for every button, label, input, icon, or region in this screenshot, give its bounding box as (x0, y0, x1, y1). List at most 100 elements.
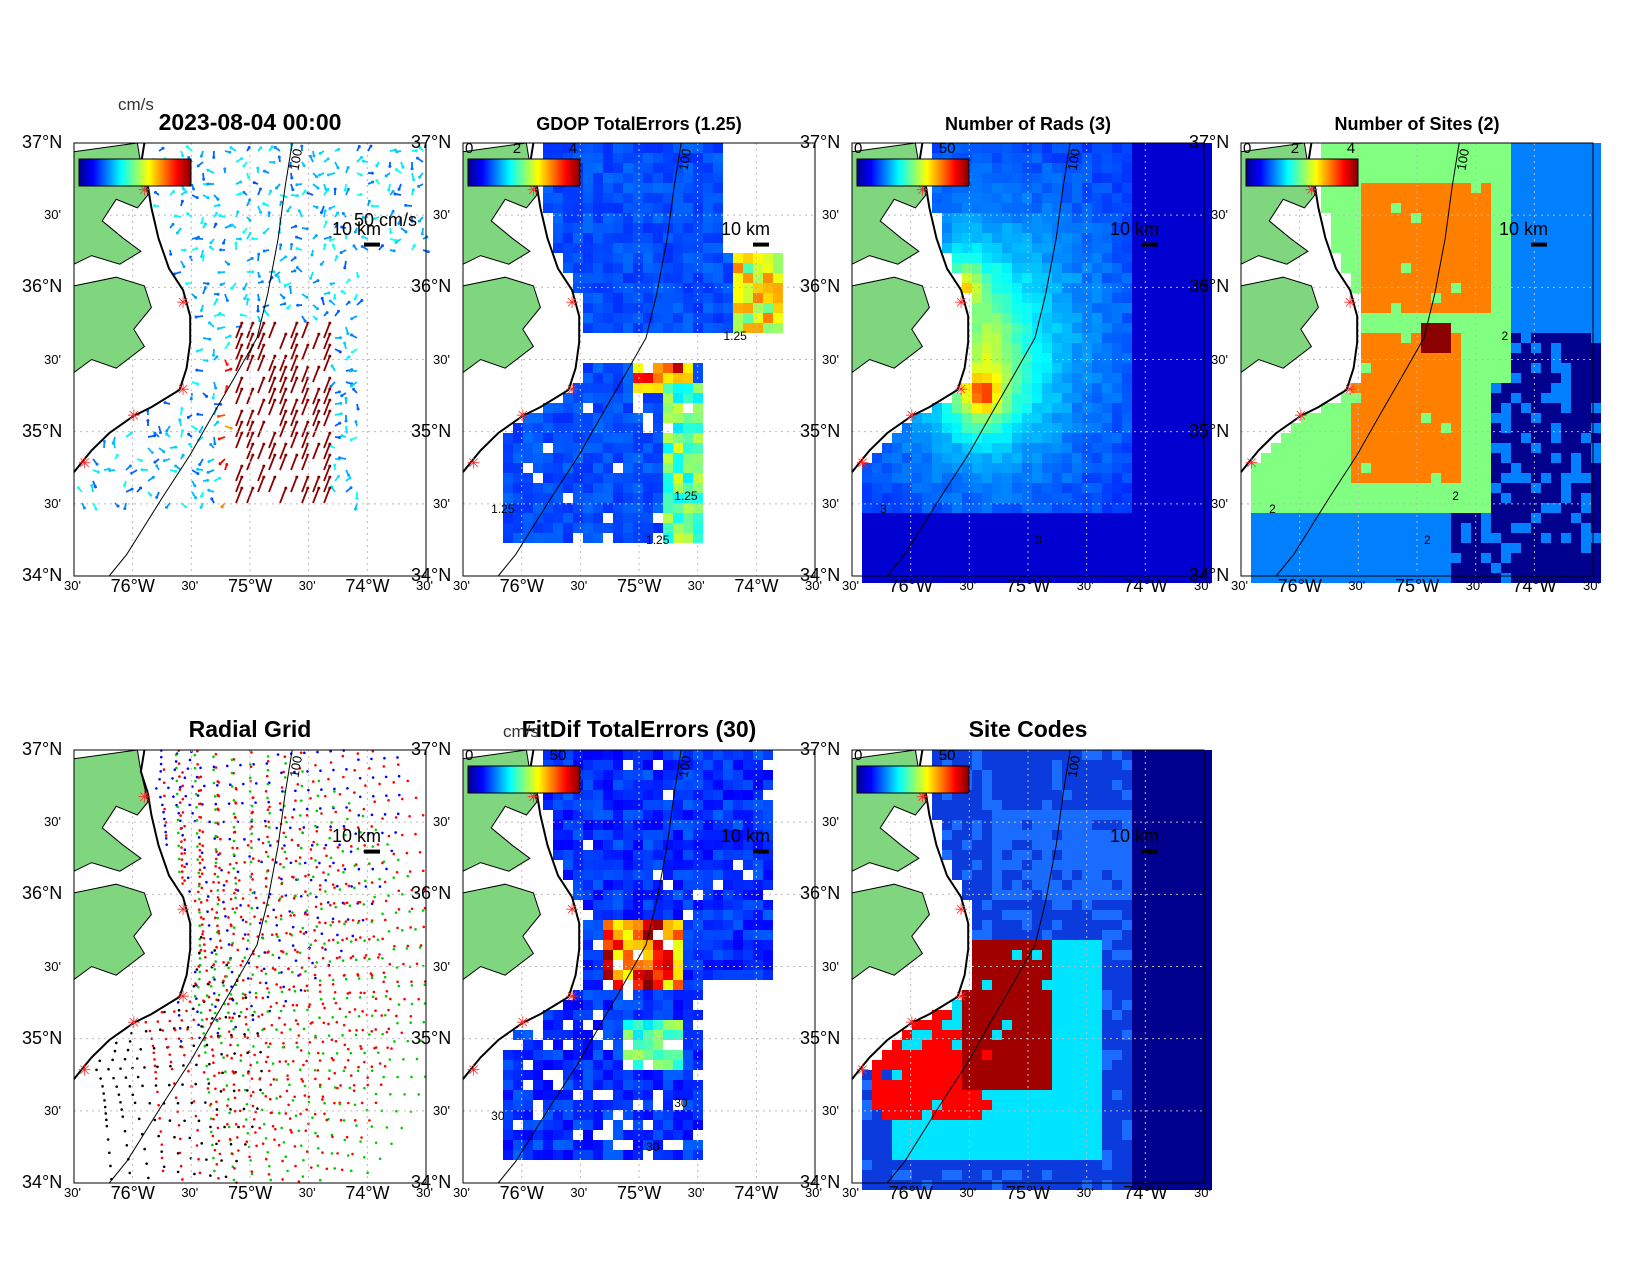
lon-tick: 30' (1194, 578, 1211, 593)
svg-text:✳: ✳ (1343, 293, 1356, 312)
lat-tick: 35°N (22, 1027, 63, 1048)
lon-tick: 75°W (228, 576, 273, 596)
svg-text:✳: ✳ (1294, 406, 1307, 425)
scale-bar-label: 10 km (721, 218, 771, 239)
colorbar-tick: 0 (465, 140, 474, 157)
panel-p3: ✳✳✳✳✳ (851, 142, 1212, 583)
lon-tick: 76°W (499, 576, 544, 596)
lon-tick: 76°W (499, 1183, 544, 1203)
lat-tick: 34°N (22, 1172, 63, 1192)
lat-tick: 30' (433, 207, 450, 223)
contour-label: 30 (491, 1109, 505, 1124)
lat-tick: 30' (822, 1102, 839, 1118)
contour-label: 3 (880, 502, 887, 517)
lon-tick: 76°W (1277, 576, 1322, 596)
colorbar-tick: 2 (1290, 140, 1300, 157)
panel-p4: ✳✳✳✳✳ (1240, 142, 1601, 583)
lon-tick: 30' (64, 578, 81, 593)
lat-tick: 36°N (1189, 276, 1230, 297)
colorbar-tick: 0 (1243, 140, 1252, 157)
lat-tick: 30' (822, 351, 839, 367)
contour-label: 1.25 (674, 489, 698, 504)
lon-tick: 30' (181, 1185, 199, 1200)
panel-title-p1: 2023-08-04 00:00 (158, 109, 342, 135)
scale-bar-label: 10 km (721, 825, 771, 846)
lat-tick: 30' (44, 351, 61, 367)
lon-tick: 30' (298, 1185, 316, 1200)
lon-tick: 30' (1076, 578, 1094, 593)
lon-tick: 30' (453, 578, 470, 593)
panel-p7: ✳✳✳✳✳ (851, 749, 1212, 1190)
lon-tick: 30' (416, 578, 433, 593)
scale-bar-label: 10 km (1110, 218, 1160, 239)
lat-tick: 30' (822, 958, 839, 974)
scale-bar (1142, 849, 1158, 854)
contour-label: 1.25 (646, 532, 670, 547)
lon-tick: 30' (64, 1185, 81, 1200)
lon-tick: 30' (570, 1185, 588, 1200)
lat-tick: 37°N (411, 739, 452, 759)
panel-p5: ✳✳✳✳✳ (73, 749, 427, 1184)
lon-tick: 30' (1231, 578, 1248, 593)
contour-label: 30 (674, 1096, 688, 1111)
svg-text:✳: ✳ (516, 406, 529, 425)
lat-tick: 35°N (411, 420, 452, 441)
contour-label: 2 (1424, 532, 1431, 547)
panel-p2: ✳✳✳✳✳ (462, 142, 816, 577)
colorbar (467, 158, 581, 187)
lat-tick: 36°N (800, 883, 841, 904)
lon-tick: 30' (453, 1185, 470, 1200)
lon-tick: 76°W (110, 1183, 155, 1203)
scale-bar-label: 10 km (332, 825, 382, 846)
lat-tick: 35°N (800, 1027, 841, 1048)
scale-bar (1142, 242, 1158, 247)
scale-bar (1531, 242, 1547, 247)
panel-title-p2: GDOP TotalErrors (1.25) (536, 114, 742, 134)
svg-text:✳: ✳ (467, 453, 480, 472)
lon-tick: 75°W (617, 576, 662, 596)
scale-bar (753, 242, 769, 247)
lat-tick: 35°N (1189, 420, 1230, 441)
colorbar (856, 158, 970, 187)
contour-label: 2 (1452, 489, 1459, 504)
lon-tick: 74°W (345, 1183, 390, 1203)
lat-tick: 34°N (22, 565, 63, 585)
scale-bar (753, 849, 769, 854)
colorbar-tick: 50 (938, 140, 956, 157)
lon-tick: 30' (1076, 1185, 1094, 1200)
svg-text:✳: ✳ (905, 406, 918, 425)
colorbar-tick: 50 (549, 747, 567, 764)
panel-p6: ✳✳✳✳✳ (462, 749, 816, 1184)
lon-tick: 30' (805, 1185, 822, 1200)
lon-tick: 30' (181, 578, 199, 593)
lon-tick: 74°W (1123, 1183, 1168, 1203)
svg-text:✳: ✳ (565, 293, 578, 312)
lat-tick: 30' (433, 814, 450, 830)
lat-tick: 36°N (22, 276, 63, 297)
lon-tick: 30' (959, 578, 977, 593)
scale-bar (364, 849, 380, 854)
svg-text:✳: ✳ (1343, 380, 1356, 399)
lat-tick: 37°N (411, 132, 452, 152)
lat-tick: 34°N (411, 565, 452, 585)
colorbar (1245, 158, 1359, 187)
lat-tick: 30' (433, 351, 450, 367)
colorbar-tick: 4 (1346, 140, 1356, 157)
lon-tick: 30' (805, 578, 822, 593)
colorbar-tick: 0 (854, 747, 863, 764)
lat-tick: 34°N (1189, 565, 1230, 585)
lon-tick: 74°W (1512, 576, 1557, 596)
svg-text:✳: ✳ (78, 453, 91, 472)
colorbar-tick: 2 (512, 140, 522, 157)
lat-tick: 36°N (800, 276, 841, 297)
lon-tick: 74°W (734, 576, 779, 596)
lat-tick: 30' (433, 958, 450, 974)
contour-label: 1.25 (723, 329, 747, 344)
lat-tick: 30' (433, 1102, 450, 1118)
lon-tick: 30' (416, 1185, 433, 1200)
lat-tick: 36°N (411, 883, 452, 904)
lat-tick: 30' (822, 207, 839, 223)
panel-p1: ✳✳✳✳✳ (73, 142, 430, 577)
colorbar-tick: 0 (854, 140, 863, 157)
lon-tick: 30' (842, 1185, 859, 1200)
